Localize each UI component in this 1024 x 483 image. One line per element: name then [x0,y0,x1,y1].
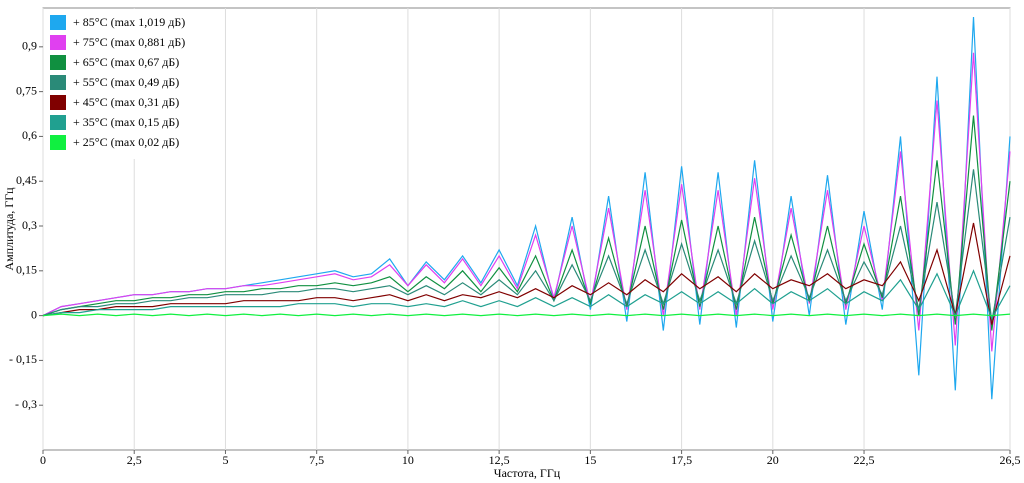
lines [42,16,1011,400]
x-tick-label: 7,5 [309,453,324,467]
y-tick-label: 0,75 [16,83,37,97]
legend-swatch [50,35,66,50]
x-tick-label: 12,5 [489,453,510,467]
series-line [42,222,1011,325]
y-axis-label: Амплитуда, ГГц [2,187,16,271]
y-tick-label: 0 [31,307,37,321]
series-line [42,269,1011,321]
x-tick-label: 0 [40,453,46,467]
x-tick-label: 22,5 [854,453,875,467]
y-tick-label: - 0,3 [15,397,37,411]
x-axis-label: Частота, ГГц [494,466,561,480]
series-line [42,313,1011,317]
legend: + 85°C (max 1,019 дБ) + 75°C (max 0,881 д… [45,9,213,159]
legend-label: + 55°C (max 0,49 дБ) [73,75,179,89]
legend-swatch [50,135,66,150]
x-tick-label: 26,5 [1000,453,1021,467]
x-tick-label: 10 [402,453,414,467]
x-tick-label: 5 [222,453,228,467]
legend-label: + 35°C (max 0,15 дБ) [73,115,179,129]
legend-swatch [50,115,66,130]
legend-swatch [50,15,66,30]
legend-label: + 45°C (max 0,31 дБ) [73,95,179,109]
legend-swatch [50,75,66,90]
x-tick-label: 20 [767,453,779,467]
y-tick-label: 0,3 [22,218,37,232]
legend-label: + 25°C (max 0,02 дБ) [73,135,179,149]
legend-label: + 85°C (max 1,019 дБ) [73,15,185,29]
legend-label: + 75°C (max 0,881 дБ) [73,35,185,49]
grid [39,8,1011,454]
x-tick-label: 17,5 [671,453,692,467]
x-tick-label: 2,5 [127,453,142,467]
y-tick-label: - 0,15 [9,352,37,366]
legend-swatch [50,95,66,110]
legend-label: + 65°C (max 0,67 дБ) [73,55,179,69]
y-tick-label: 0,15 [16,263,37,277]
y-tick-label: 0,45 [16,173,37,187]
series-line [42,169,1011,322]
x-tick-label: 15 [584,453,596,467]
y-tick-label: 0,9 [22,39,37,53]
legend-swatch [50,55,66,70]
y-tick-label: 0,6 [22,128,37,142]
legend-box [45,9,213,159]
